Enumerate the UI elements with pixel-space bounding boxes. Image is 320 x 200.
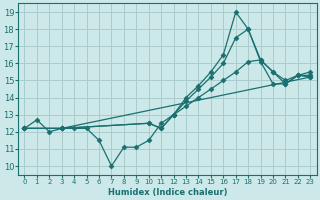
X-axis label: Humidex (Indice chaleur): Humidex (Indice chaleur) <box>108 188 227 197</box>
